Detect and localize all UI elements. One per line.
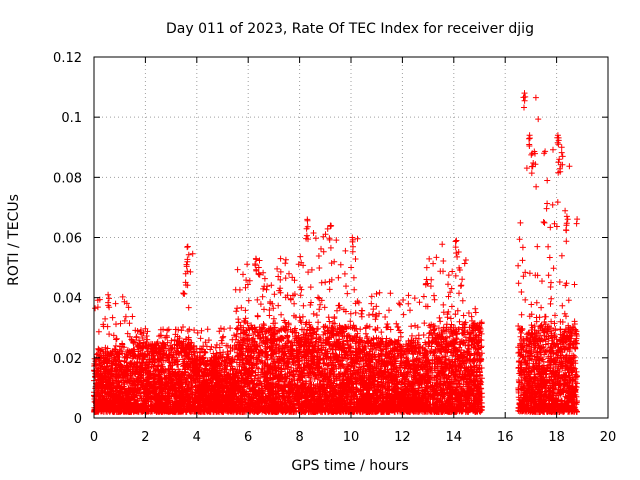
y-tick-label: 0.06 <box>53 232 82 247</box>
x-tick-label: 16 <box>497 430 514 445</box>
x-tick-label: 0 <box>90 430 98 445</box>
y-tick-label: 0.12 <box>53 51 82 66</box>
x-tick-label: 8 <box>295 430 303 445</box>
x-tick-label: 18 <box>548 430 565 445</box>
y-tick-label: 0.04 <box>53 292 82 307</box>
x-tick-label: 6 <box>244 430 252 445</box>
y-tick-label: 0.1 <box>61 111 82 126</box>
x-tick-label: 2 <box>141 430 149 445</box>
chart-title: Day 011 of 2023, Rate Of TEC Index for r… <box>166 21 534 37</box>
y-axis-label: ROTI / TECUs <box>6 194 22 286</box>
x-tick-label: 10 <box>343 430 360 445</box>
axis-ticks <box>93 56 609 419</box>
x-tick-labels: 0 2 4 6 8 10 12 14 16 18 20 <box>90 430 616 445</box>
data-points <box>91 90 581 415</box>
x-tick-label: 4 <box>193 430 201 445</box>
x-tick-label: 20 <box>600 430 617 445</box>
y-tick-label: 0.02 <box>53 352 82 367</box>
x-tick-label: 12 <box>394 430 411 445</box>
y-tick-label: 0.08 <box>53 171 82 186</box>
y-tick-labels: 0 0.02 0.04 0.06 0.08 0.1 0.12 <box>53 51 82 427</box>
x-tick-label: 14 <box>446 430 463 445</box>
x-axis-label: GPS time / hours <box>291 458 408 474</box>
roti-point-markers <box>91 90 581 415</box>
y-tick-label: 0 <box>74 412 82 427</box>
